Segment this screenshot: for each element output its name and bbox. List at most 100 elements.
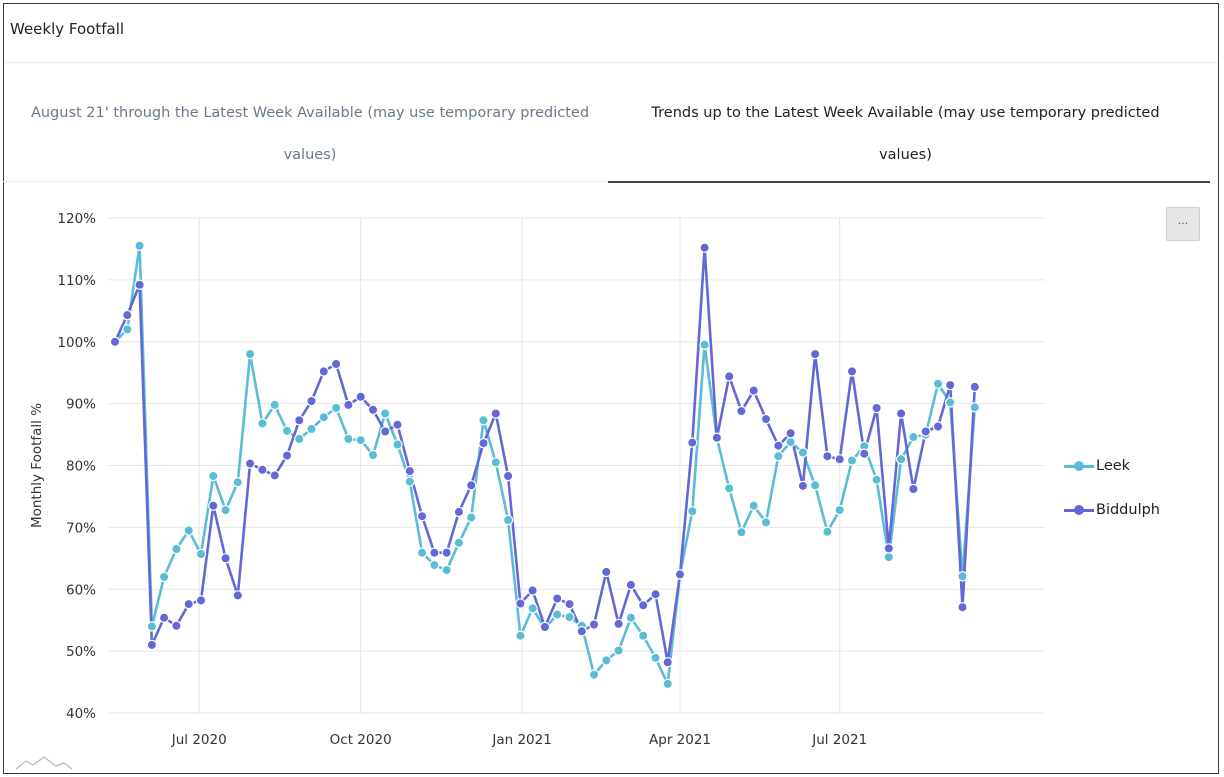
data-point-leek: [466, 512, 477, 523]
data-point-leek: [244, 348, 256, 360]
data-point-biddulph: [760, 413, 772, 425]
data-point-leek: [318, 412, 329, 423]
data-point-biddulph: [785, 428, 796, 439]
data-point-leek: [208, 470, 219, 482]
data-point-biddulph: [318, 366, 329, 377]
data-point-leek: [822, 526, 833, 537]
data-point-leek: [846, 455, 858, 466]
data-point-leek: [650, 652, 661, 664]
data-point-biddulph: [699, 242, 710, 253]
data-point-leek: [895, 454, 907, 465]
legend-item-leek[interactable]: Leek: [1064, 456, 1130, 476]
data-point-leek: [490, 457, 501, 468]
tab-trends-up-to-latest[interactable]: Trends up to the Latest Week Available (…: [651, 105, 1160, 163]
data-point-biddulph: [674, 569, 686, 580]
data-point-biddulph: [343, 399, 354, 411]
tab-august-21-through-latest[interactable]: August 21' through the Latest Week Avail…: [30, 105, 590, 163]
data-point-leek: [281, 425, 293, 437]
active-tab-indicator: [608, 181, 1210, 183]
data-point-leek: [330, 402, 342, 414]
data-point-leek: [343, 433, 354, 445]
y-tick-label: 40%: [66, 706, 96, 722]
data-point-leek: [748, 500, 759, 511]
data-point-biddulph: [441, 547, 452, 558]
data-point-biddulph: [687, 437, 698, 448]
data-point-biddulph: [502, 470, 514, 482]
tab-divider: [3, 181, 1209, 182]
data-point-biddulph: [650, 589, 661, 600]
data-point-leek: [380, 408, 391, 419]
data-point-biddulph: [638, 600, 649, 611]
data-point-biddulph: [625, 579, 637, 591]
data-point-biddulph: [171, 620, 182, 632]
data-point-biddulph: [380, 426, 391, 437]
data-point-leek: [797, 447, 809, 458]
data-point-leek: [355, 434, 366, 446]
data-point-biddulph: [429, 547, 440, 558]
data-point-biddulph: [306, 395, 317, 407]
data-point-biddulph: [183, 598, 194, 610]
data-point-biddulph: [883, 543, 895, 554]
data-point-biddulph: [945, 379, 956, 391]
data-point-biddulph: [932, 421, 944, 432]
data-point-biddulph: [478, 438, 489, 449]
data-point-leek: [736, 527, 747, 538]
chart-panel: Weekly Footfall: [3, 3, 1219, 774]
ellipsis-icon: ...: [1177, 214, 1189, 227]
data-point-biddulph: [969, 381, 981, 393]
data-point-leek: [908, 431, 919, 443]
data-point-biddulph: [748, 385, 759, 396]
data-point-biddulph: [834, 454, 845, 465]
data-point-biddulph: [576, 626, 588, 637]
chart-menu-button[interactable]: ...: [1166, 207, 1200, 241]
data-point-biddulph: [662, 657, 673, 668]
legend-item-biddulph[interactable]: Biddulph: [1064, 500, 1160, 520]
y-tick-label: 100%: [57, 335, 96, 351]
legend-label-biddulph: Biddulph: [1096, 502, 1160, 518]
data-point-biddulph: [392, 419, 403, 430]
data-point-biddulph: [466, 480, 477, 491]
data-point-biddulph: [367, 404, 379, 415]
data-point-leek: [441, 564, 452, 576]
data-point-biddulph: [416, 511, 428, 522]
data-point-leek: [294, 433, 305, 445]
data-point-biddulph: [146, 639, 158, 651]
data-point-biddulph: [134, 279, 145, 290]
data-point-biddulph: [294, 415, 305, 426]
data-point-leek: [957, 571, 968, 582]
data-point-leek: [453, 537, 465, 549]
x-tick-label: Jul 2020: [171, 732, 227, 748]
data-point-leek: [871, 474, 882, 485]
data-point-biddulph: [527, 585, 538, 596]
data-point-leek: [601, 655, 612, 666]
data-point-biddulph: [195, 595, 207, 606]
x-tick-label: Jan 2021: [491, 732, 551, 748]
data-point-leek: [809, 480, 821, 491]
data-point-biddulph: [773, 440, 784, 451]
data-point-leek: [724, 483, 735, 494]
series-line-leek: [114, 244, 977, 686]
data-point-biddulph: [859, 448, 870, 459]
data-point-leek: [134, 240, 145, 251]
data-point-leek: [552, 609, 563, 620]
data-point-leek: [773, 451, 784, 462]
data-point-leek: [785, 436, 796, 448]
data-point-biddulph: [908, 483, 919, 495]
data-point-leek: [687, 506, 698, 517]
data-point-biddulph: [797, 480, 809, 492]
x-tick-label: Oct 2020: [330, 732, 392, 748]
data-point-leek: [416, 547, 428, 558]
panel-header: Weekly Footfall: [4, 4, 1218, 63]
data-point-leek: [232, 477, 243, 488]
data-point-biddulph: [920, 426, 931, 437]
data-point-leek: [478, 415, 489, 426]
data-point-leek: [564, 611, 575, 623]
data-point-biddulph: [539, 621, 551, 633]
data-point-biddulph: [330, 358, 342, 370]
data-point-leek: [883, 551, 895, 563]
data-point-biddulph: [220, 553, 231, 564]
data-point-biddulph: [809, 348, 821, 360]
data-point-leek: [257, 418, 268, 429]
data-point-leek: [699, 339, 710, 350]
